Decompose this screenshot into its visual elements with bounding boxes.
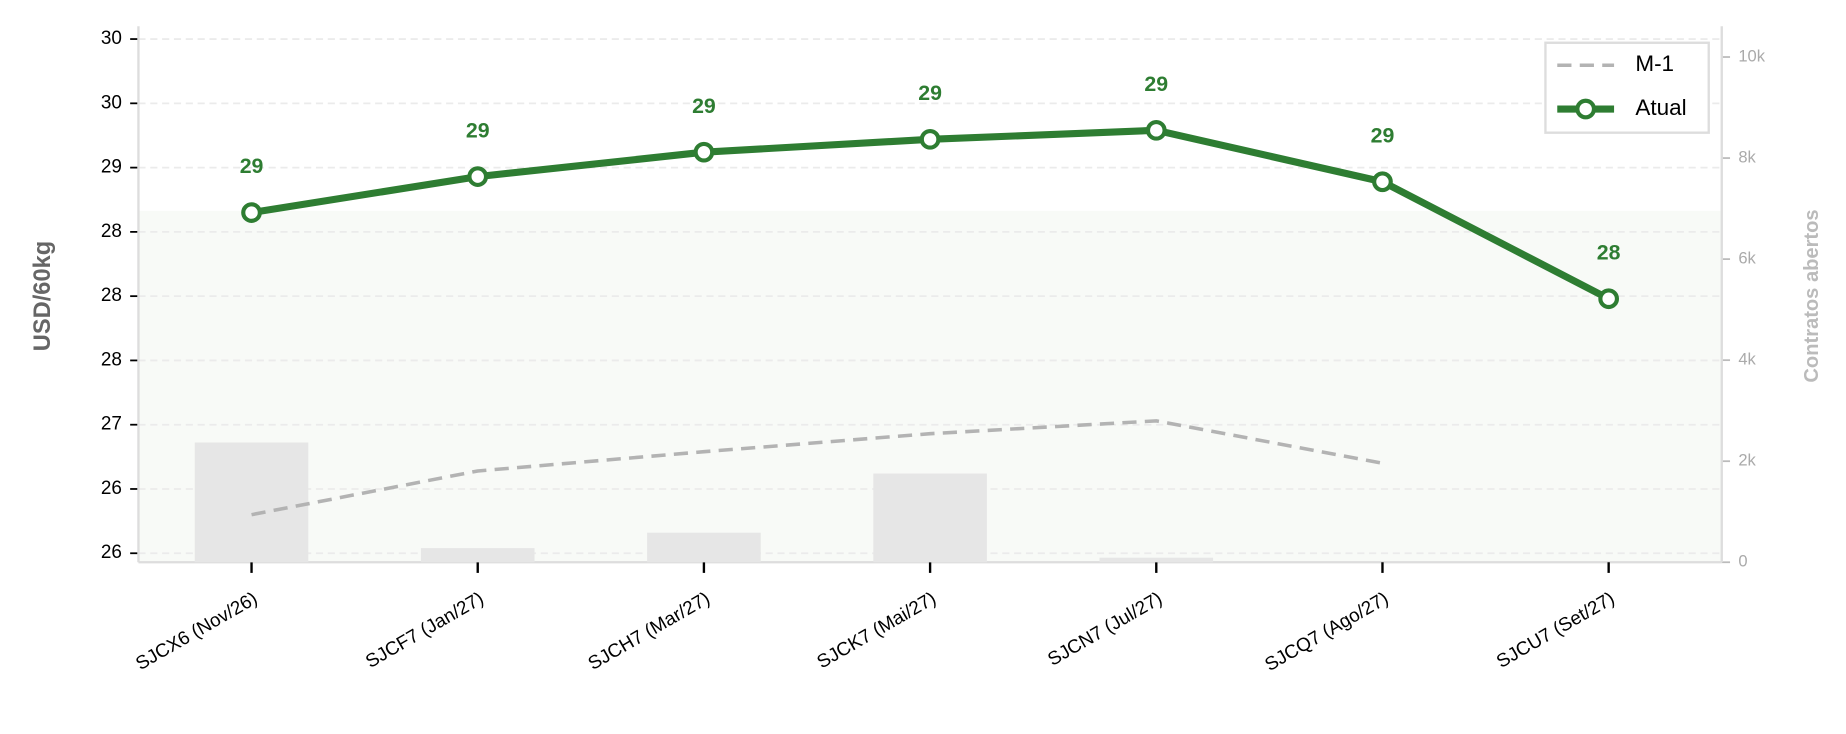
y-tick-label: 28 [101, 349, 122, 370]
y-axis-title: USD/60kg [30, 241, 56, 351]
point [241, 202, 262, 223]
bar [1099, 557, 1214, 563]
bar [194, 442, 309, 563]
x-tick-label: SJCQ7 (Ago/27) [1261, 588, 1392, 676]
line [251, 419, 1383, 517]
data-label: 29 [1371, 123, 1395, 147]
legend-box [1544, 41, 1710, 134]
y-tick-label: 29 [101, 157, 122, 178]
x-tick-label: SJCF7 (Jan/27) [362, 588, 487, 672]
point [1145, 119, 1167, 141]
y-tick-label: 30 [101, 92, 122, 113]
data-label: 29 [918, 81, 942, 105]
point [919, 128, 941, 150]
data-label: 28 [1597, 240, 1621, 264]
y2-tick-label: 8k [1738, 147, 1756, 166]
bar [420, 548, 535, 563]
bar [873, 473, 987, 563]
legend-marker [1575, 98, 1597, 120]
data-label: 29 [240, 154, 264, 178]
x-tick-label: SJCK7 (Mai/27) [814, 588, 940, 673]
x-tick-label: SJCH7 (Mar/27) [585, 588, 714, 675]
point [1372, 171, 1393, 193]
y-tick-label: 28 [101, 285, 122, 306]
y2-tick-label: 10k [1738, 46, 1765, 65]
x-tick-label: SJCU7 (Set/27) [1493, 588, 1618, 672]
x-tick-label: SJCX6 (Nov/26) [132, 588, 261, 675]
data-label: 29 [692, 94, 716, 118]
y-tick-label: 26 [101, 542, 122, 563]
y2-tick-label: 6k [1738, 248, 1756, 267]
legend-label: M-1 [1635, 51, 1674, 76]
data-label: 29 [466, 118, 490, 142]
y2-tick-label: 2k [1738, 451, 1756, 470]
y2-axis-title: Contratos abertos [1801, 209, 1823, 382]
point [467, 166, 489, 187]
point [693, 141, 715, 163]
x-tick-label: SJCN7 (Jul/27) [1044, 588, 1166, 670]
y2-tick-label: 4k [1738, 350, 1756, 369]
bar [647, 532, 761, 563]
legend-label: Atual [1635, 95, 1686, 120]
point [1598, 288, 1620, 310]
y-tick-label: 30 [101, 28, 122, 49]
y2-tick-label: 0 [1738, 552, 1747, 571]
y-tick-label: 28 [101, 221, 122, 242]
data-label: 29 [1144, 72, 1168, 96]
y-tick-label: 26 [101, 478, 122, 499]
y-tick-label: 27 [101, 414, 122, 435]
